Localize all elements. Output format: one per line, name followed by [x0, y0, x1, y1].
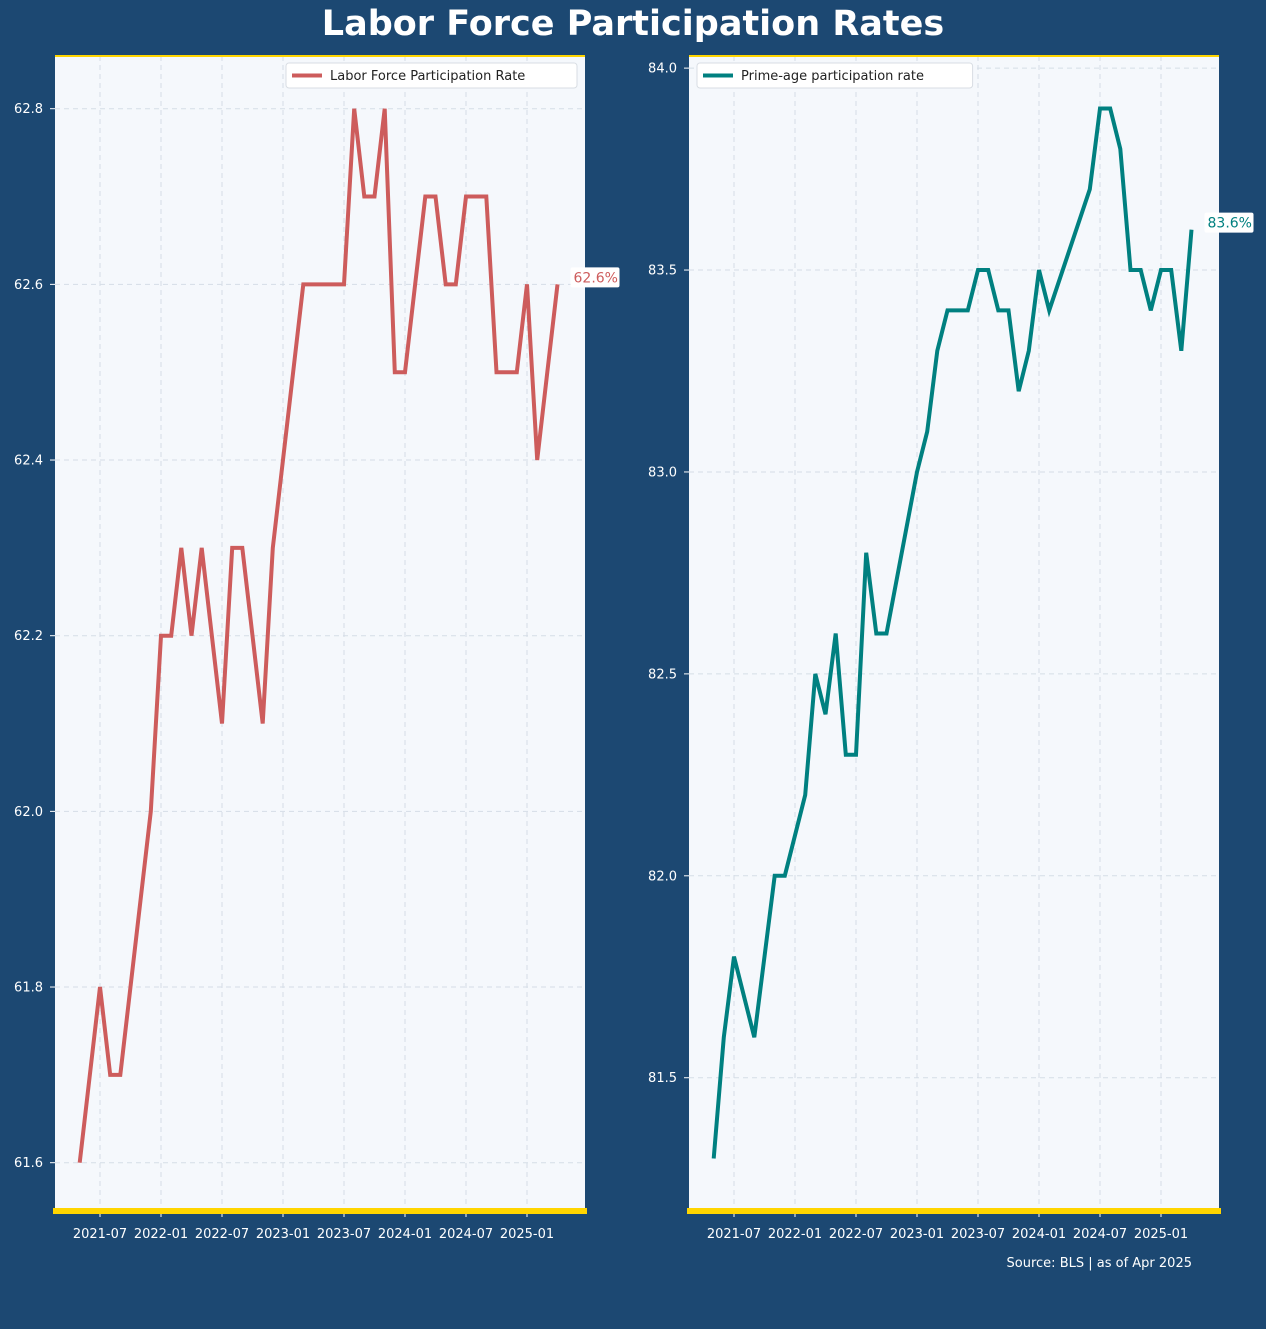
y-tick-label: 61.6 — [14, 1156, 43, 1171]
x-tick-label: 2024-07 — [1073, 1227, 1127, 1242]
x-tick-label: 2024-01 — [378, 1227, 432, 1242]
x-tick-label: 2022-07 — [195, 1227, 249, 1242]
series-line — [711, 106, 1194, 1159]
y-tick-label: 82.5 — [648, 667, 677, 682]
x-tick-label: 2021-07 — [707, 1227, 761, 1242]
legend-label: Prime-age participation rate — [741, 69, 924, 84]
x-tick-label: 2025-01 — [1134, 1227, 1188, 1242]
y-tick-label: 61.8 — [14, 981, 43, 996]
y-tick-label: 84.0 — [648, 62, 677, 77]
legend-box — [696, 62, 974, 89]
source-note: Source: BLS | as of Apr 2025 — [1006, 1256, 1192, 1271]
x-tick-label: 2024-07 — [439, 1227, 493, 1242]
y-tick-label: 62.2 — [14, 629, 43, 644]
legend-box — [285, 62, 578, 89]
end-label-box — [1204, 212, 1254, 233]
x-tick-label: 2022-01 — [768, 1227, 822, 1242]
x-tick-label: 2025-01 — [500, 1227, 554, 1242]
x-tick-label: 2021-07 — [73, 1227, 127, 1242]
y-tick-label: 62.8 — [14, 102, 43, 117]
x-tick-label: 2022-01 — [134, 1227, 188, 1242]
x-tick-label: 2023-01 — [256, 1227, 310, 1242]
legend-label: Labor Force Participation Rate — [330, 69, 525, 84]
end-label: 62.6% — [574, 270, 618, 286]
y-tick-label: 62.6 — [14, 278, 43, 293]
y-tick-label: 62.0 — [14, 805, 43, 820]
y-tick-label: 83.5 — [648, 264, 677, 279]
x-tick-label: 2022-07 — [829, 1227, 883, 1242]
y-tick-label: 82.0 — [648, 869, 677, 884]
x-tick-label: 2023-07 — [951, 1227, 1005, 1242]
plot-area — [689, 56, 1219, 1211]
x-tick-label: 2023-07 — [317, 1227, 371, 1242]
y-tick-label: 62.4 — [14, 454, 43, 469]
y-tick-label: 83.0 — [648, 465, 677, 480]
plot-area — [55, 56, 585, 1211]
end-label-box — [570, 267, 620, 288]
series-line — [77, 108, 560, 1163]
chart-title: Labor Force Participation Rates — [321, 4, 945, 44]
x-tick-label: 2024-01 — [1012, 1227, 1066, 1242]
x-tick-label: 2023-01 — [890, 1227, 944, 1242]
end-label: 83.6% — [1208, 216, 1252, 232]
y-tick-label: 81.5 — [648, 1071, 677, 1086]
